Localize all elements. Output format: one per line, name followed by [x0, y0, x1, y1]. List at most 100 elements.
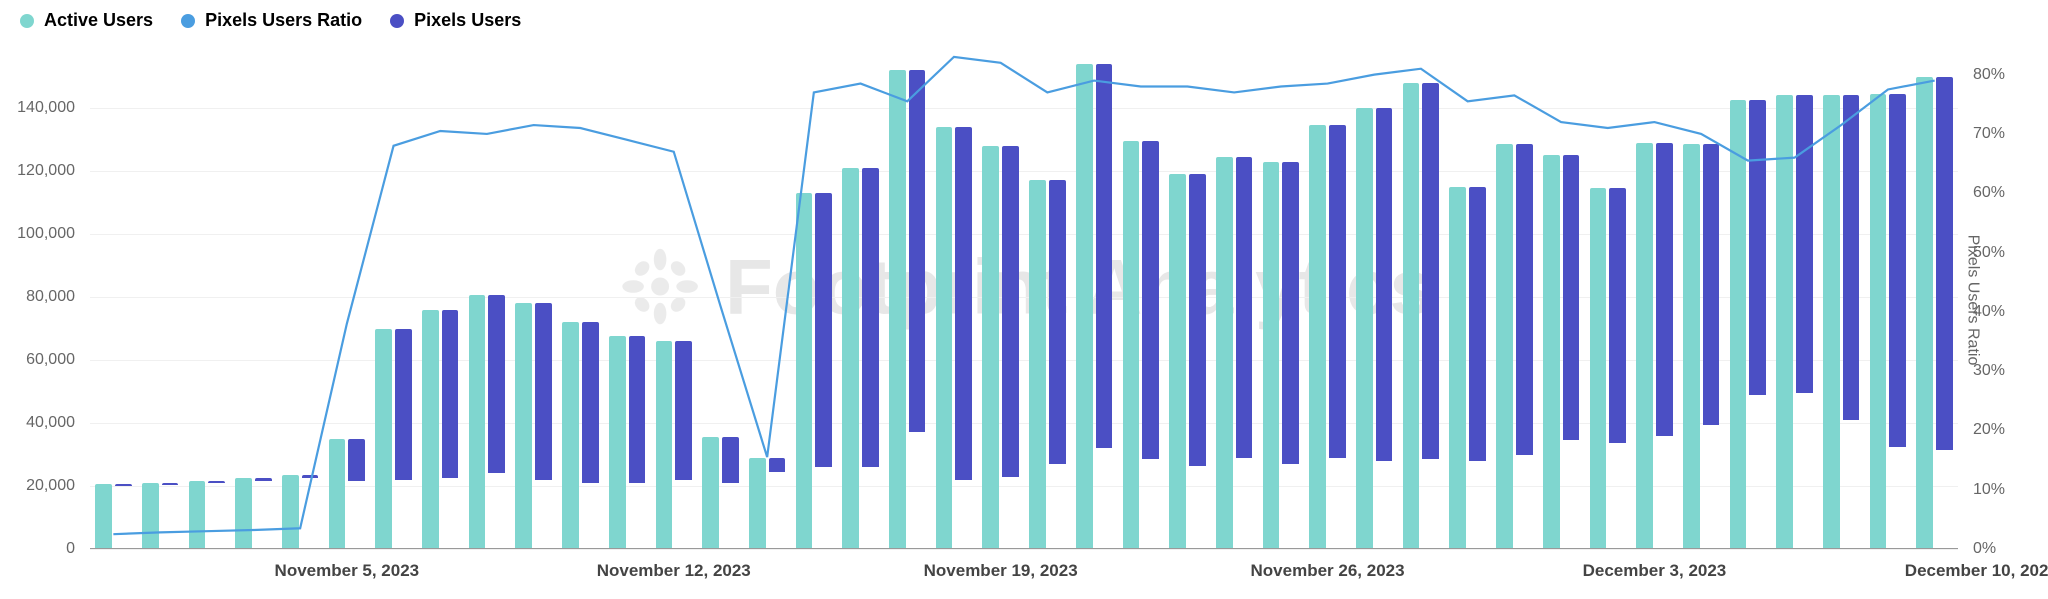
legend-item-pixels-users-ratio[interactable]: Pixels Users Ratio	[181, 10, 362, 31]
bar-active-users[interactable]	[1683, 144, 1700, 549]
bar-pixels-users[interactable]	[1236, 157, 1253, 458]
bar-active-users[interactable]	[329, 439, 346, 549]
bar-active-users[interactable]	[235, 478, 252, 549]
bar-pixels-users[interactable]	[1376, 108, 1393, 461]
bar-active-users[interactable]	[1123, 141, 1140, 549]
bar-active-users[interactable]	[609, 336, 626, 549]
bar-active-users[interactable]	[1403, 83, 1420, 549]
y-left-tick-label: 120,000	[17, 162, 75, 180]
bar-active-users[interactable]	[562, 322, 579, 549]
bar-active-users[interactable]	[1076, 64, 1093, 549]
bar-pixels-users[interactable]	[1142, 141, 1159, 459]
bar-active-users[interactable]	[142, 483, 159, 549]
x-tick-label: November 5, 2023	[275, 561, 420, 581]
bar-active-users[interactable]	[1169, 174, 1186, 549]
bar-active-users[interactable]	[842, 168, 859, 549]
bar-active-users[interactable]	[1216, 157, 1233, 549]
bar-pixels-users[interactable]	[1282, 162, 1299, 464]
bar-pixels-users[interactable]	[535, 303, 552, 479]
bar-active-users[interactable]	[1263, 162, 1280, 549]
x-axis: November 5, 2023November 12, 2023Novembe…	[90, 549, 1958, 599]
bar-active-users[interactable]	[1776, 95, 1793, 549]
plot-area: Footprint Analytics	[90, 45, 1958, 549]
bar-group	[1309, 125, 1345, 549]
bar-active-users[interactable]	[282, 475, 299, 549]
legend-item-active-users[interactable]: Active Users	[20, 10, 153, 31]
bar-pixels-users[interactable]	[582, 322, 599, 483]
bar-pixels-users[interactable]	[1843, 95, 1860, 419]
bar-pixels-users[interactable]	[722, 437, 739, 483]
bar-pixels-users[interactable]	[255, 478, 272, 481]
bar-pixels-users[interactable]	[1936, 77, 1953, 450]
bar-pixels-users[interactable]	[1889, 94, 1906, 447]
bar-pixels-users[interactable]	[1749, 100, 1766, 395]
bar-pixels-users[interactable]	[1422, 83, 1439, 459]
bar-pixels-users[interactable]	[208, 481, 225, 483]
bar-active-users[interactable]	[1029, 180, 1046, 549]
bar-active-users[interactable]	[1590, 188, 1607, 549]
bar-pixels-users[interactable]	[629, 336, 646, 482]
bar-pixels-users[interactable]	[909, 70, 926, 432]
y-left-tick-label: 0	[66, 540, 75, 558]
bar-pixels-users[interactable]	[675, 341, 692, 480]
bar-active-users[interactable]	[656, 341, 673, 549]
bar-active-users[interactable]	[702, 437, 719, 549]
bar-pixels-users[interactable]	[395, 329, 412, 480]
bar-pixels-users[interactable]	[1329, 125, 1346, 457]
bar-active-users[interactable]	[982, 146, 999, 549]
bar-pixels-users[interactable]	[1609, 188, 1626, 443]
bar-pixels-users[interactable]	[769, 458, 786, 472]
bar-active-users[interactable]	[1636, 143, 1653, 549]
bar-pixels-users[interactable]	[302, 475, 319, 478]
bar-active-users[interactable]	[1870, 94, 1887, 549]
bar-group	[515, 303, 551, 549]
bar-active-users[interactable]	[796, 193, 813, 549]
bar-active-users[interactable]	[375, 329, 392, 550]
bar-pixels-users[interactable]	[1469, 187, 1486, 461]
bar-group	[1216, 157, 1252, 549]
bar-pixels-users[interactable]	[488, 295, 505, 473]
bar-active-users[interactable]	[189, 481, 206, 549]
bar-active-users[interactable]	[1823, 95, 1840, 549]
bar-active-users[interactable]	[95, 484, 112, 549]
bar-pixels-users[interactable]	[1656, 143, 1673, 436]
bar-group	[562, 322, 598, 549]
bar-pixels-users[interactable]	[955, 127, 972, 480]
bar-group	[982, 146, 1018, 549]
y-right-tick-label: 60%	[1973, 184, 2005, 202]
bar-pixels-users[interactable]	[862, 168, 879, 467]
bar-pixels-users[interactable]	[1563, 155, 1580, 440]
bar-pixels-users[interactable]	[115, 484, 132, 486]
bar-pixels-users[interactable]	[1096, 64, 1113, 448]
bar-active-users[interactable]	[936, 127, 953, 549]
legend-item-pixels-users[interactable]: Pixels Users	[390, 10, 521, 31]
bar-pixels-users[interactable]	[1516, 144, 1533, 454]
bar-group	[842, 168, 878, 549]
bar-active-users[interactable]	[1730, 100, 1747, 549]
bar-active-users[interactable]	[422, 310, 439, 549]
bar-active-users[interactable]	[1309, 125, 1326, 549]
bar-active-users[interactable]	[515, 303, 532, 549]
bar-pixels-users[interactable]	[442, 310, 459, 479]
bar-group	[1169, 174, 1205, 549]
bar-pixels-users[interactable]	[1796, 95, 1813, 393]
bar-active-users[interactable]	[1496, 144, 1513, 549]
bar-active-users[interactable]	[1916, 77, 1933, 550]
bar-group	[95, 484, 131, 549]
bar-pixels-users[interactable]	[1002, 146, 1019, 477]
bar-pixels-users[interactable]	[1189, 174, 1206, 465]
bar-active-users[interactable]	[1543, 155, 1560, 549]
bar-pixels-users[interactable]	[1049, 180, 1066, 464]
bar-active-users[interactable]	[1449, 187, 1466, 549]
x-tick-label: November 12, 2023	[597, 561, 751, 581]
y-axis-right-title: Pixels Users Ratio	[1964, 234, 1982, 365]
bar-active-users[interactable]	[749, 458, 766, 549]
bar-pixels-users[interactable]	[1703, 144, 1720, 424]
bar-group	[1916, 77, 1952, 550]
bar-active-users[interactable]	[889, 70, 906, 549]
bar-pixels-users[interactable]	[162, 483, 179, 485]
bar-pixels-users[interactable]	[348, 439, 365, 482]
bar-active-users[interactable]	[469, 295, 486, 549]
bar-active-users[interactable]	[1356, 108, 1373, 549]
bar-pixels-users[interactable]	[815, 193, 832, 467]
